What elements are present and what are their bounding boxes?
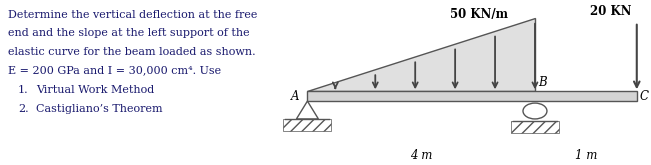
Text: 1 m: 1 m (575, 149, 597, 162)
Text: Determine the vertical deflection at the free: Determine the vertical deflection at the… (8, 10, 257, 20)
Text: 4 m: 4 m (410, 149, 432, 162)
Text: C: C (640, 90, 649, 103)
Text: B: B (538, 76, 547, 89)
Text: 1.: 1. (18, 85, 29, 95)
Text: Virtual Work Method: Virtual Work Method (36, 85, 154, 95)
Polygon shape (307, 18, 535, 91)
Text: Castigliano’s Theorem: Castigliano’s Theorem (36, 104, 163, 114)
Bar (307, 91, 637, 101)
Text: elastic curve for the beam loaded as shown.: elastic curve for the beam loaded as sho… (8, 47, 256, 57)
Text: A: A (291, 90, 299, 103)
Ellipse shape (523, 103, 547, 119)
Text: 2.: 2. (18, 104, 29, 114)
Text: E = 200 GPa and I = 30,000 cm⁴. Use: E = 200 GPa and I = 30,000 cm⁴. Use (8, 65, 221, 75)
Polygon shape (296, 101, 318, 119)
Text: end and the slope at the left support of the: end and the slope at the left support of… (8, 28, 249, 38)
Text: 20 KN: 20 KN (590, 5, 631, 18)
Bar (511, 121, 559, 133)
Bar (283, 119, 331, 131)
Text: 50 KN/m: 50 KN/m (450, 8, 508, 21)
